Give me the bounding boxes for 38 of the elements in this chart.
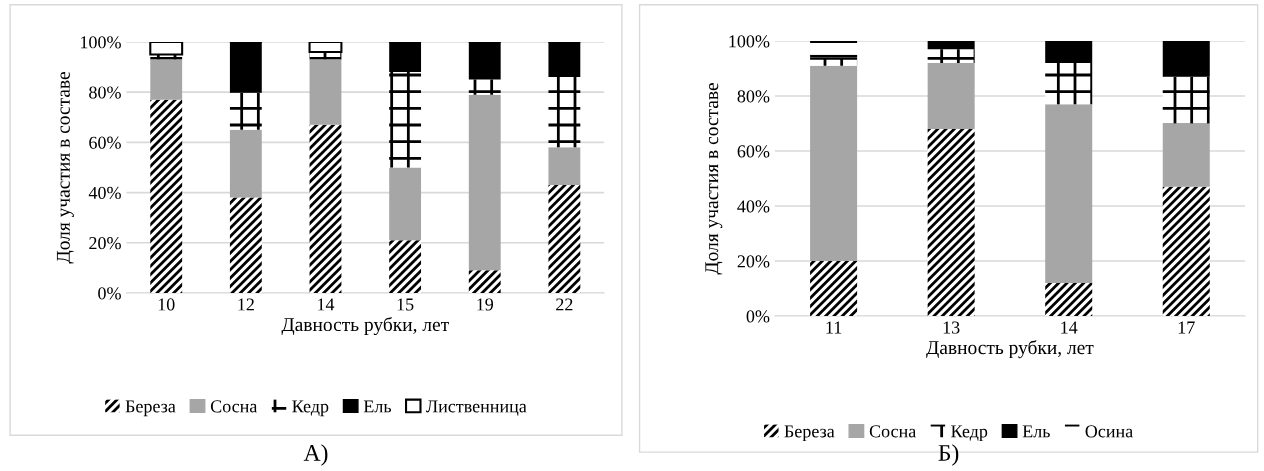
y-axis-title: Доля участия в составе (705, 83, 723, 275)
text: А) (303, 444, 328, 466)
legend-label: Осина (1085, 425, 1133, 438)
y-tick-label: 80% (737, 90, 770, 103)
legend-label: Ель (363, 400, 392, 413)
y-axis-title: Доля участия в составе (56, 71, 74, 264)
y-tick-label: 100% (81, 36, 121, 49)
y-tick-label: 20% (89, 237, 121, 250)
x-tick-label: 17 (1178, 321, 1195, 334)
y-tick-label: 40% (88, 186, 121, 200)
legend-label: Сосна (869, 425, 917, 438)
x-tick-label: 12 (238, 298, 254, 311)
y-tick-label: 100% (729, 35, 770, 48)
y-tick-label: 0% (98, 287, 121, 300)
y-tick-label: 60% (737, 145, 770, 158)
x-tick-label: 14 (318, 298, 335, 311)
legend-label: Сосна (210, 400, 258, 413)
legend-label: Береза (125, 400, 176, 417)
legend-label: Береза (784, 425, 835, 442)
text: Б) (938, 444, 959, 466)
legend-label: Лиственница (426, 400, 527, 416)
x-axis-title: Давность рубки, лет (926, 340, 1094, 359)
legend-label: Кедр (951, 425, 988, 442)
x-tick-label: 19 (477, 298, 494, 311)
y-tick-label: 80% (89, 86, 121, 99)
x-axis-title: Давность рубки, лет (281, 316, 449, 336)
y-tick-label: 0% (746, 310, 770, 323)
x-tick-label: 14 (1061, 321, 1078, 334)
x-tick-label: 15 (397, 298, 414, 311)
legend-label: Кедр (292, 400, 329, 417)
y-tick-label: 40% (737, 200, 770, 213)
x-tick-label: 10 (158, 298, 175, 311)
x-tick-label: 11 (826, 321, 842, 334)
legend-label: Ель (1022, 425, 1050, 438)
x-tick-label: 13 (943, 321, 960, 334)
x-tick-label: 22 (556, 298, 573, 311)
y-tick-label: 60% (89, 136, 121, 149)
y-tick-label: 20% (737, 255, 770, 268)
